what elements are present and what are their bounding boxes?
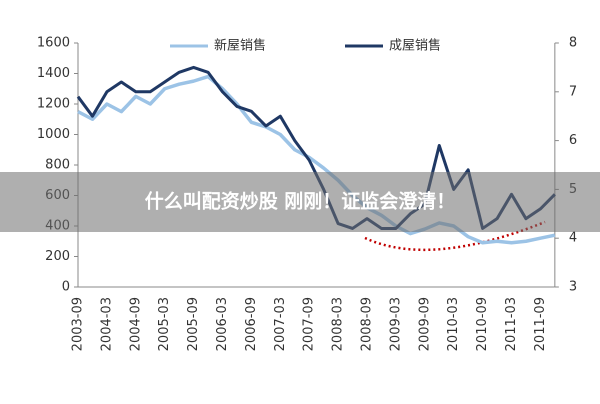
y-tick-label: 1400 — [37, 66, 70, 81]
x-tick-label: 2007-03 — [273, 297, 288, 351]
y-tick-label: 1200 — [37, 97, 70, 112]
x-tick-label: 2007-09 — [302, 297, 317, 351]
x-tick-label: 2006-09 — [244, 297, 259, 351]
x-tick-label: 2005-09 — [186, 297, 201, 351]
y2-tick-label: 8 — [569, 36, 577, 51]
y2-tick-label: 6 — [569, 133, 577, 148]
x-tick-label: 2008-09 — [360, 297, 375, 351]
banner-band — [0, 172, 600, 232]
x-tick-label: 2004-09 — [128, 297, 143, 351]
legend-label: 新屋销售 — [214, 38, 266, 54]
y2-tick-label: 4 — [569, 231, 577, 246]
y2-tick-label: 7 — [569, 84, 577, 99]
banner-text: 什么叫配资炒股 刚刚！证监会澄清！ — [145, 190, 456, 213]
y-tick-label: 1600 — [37, 36, 70, 51]
x-tick-label: 2010-03 — [446, 297, 461, 351]
x-tick-label: 2004-03 — [99, 297, 114, 351]
x-tick-label: 2008-03 — [331, 297, 346, 351]
x-tick-label: 2003-09 — [71, 297, 86, 351]
x-tick-label: 2009-09 — [417, 297, 432, 351]
x-tick-label: 2011-03 — [504, 297, 519, 351]
x-tick-label: 2006-03 — [215, 297, 230, 351]
y-tick-label: 800 — [45, 158, 70, 173]
x-tick-label: 2009-03 — [388, 297, 403, 351]
x-tick-label: 2011-09 — [533, 297, 548, 351]
y2-tick-label: 3 — [569, 280, 577, 295]
x-tick-label: 2010-09 — [475, 297, 490, 351]
x-tick-label: 2005-03 — [157, 297, 172, 351]
y-tick-label: 1000 — [37, 127, 70, 142]
series-line — [77, 74, 556, 245]
y-tick-label: 200 — [45, 249, 70, 264]
legend-label: 成屋销售 — [389, 38, 441, 54]
y-tick-label: 0 — [62, 280, 70, 295]
